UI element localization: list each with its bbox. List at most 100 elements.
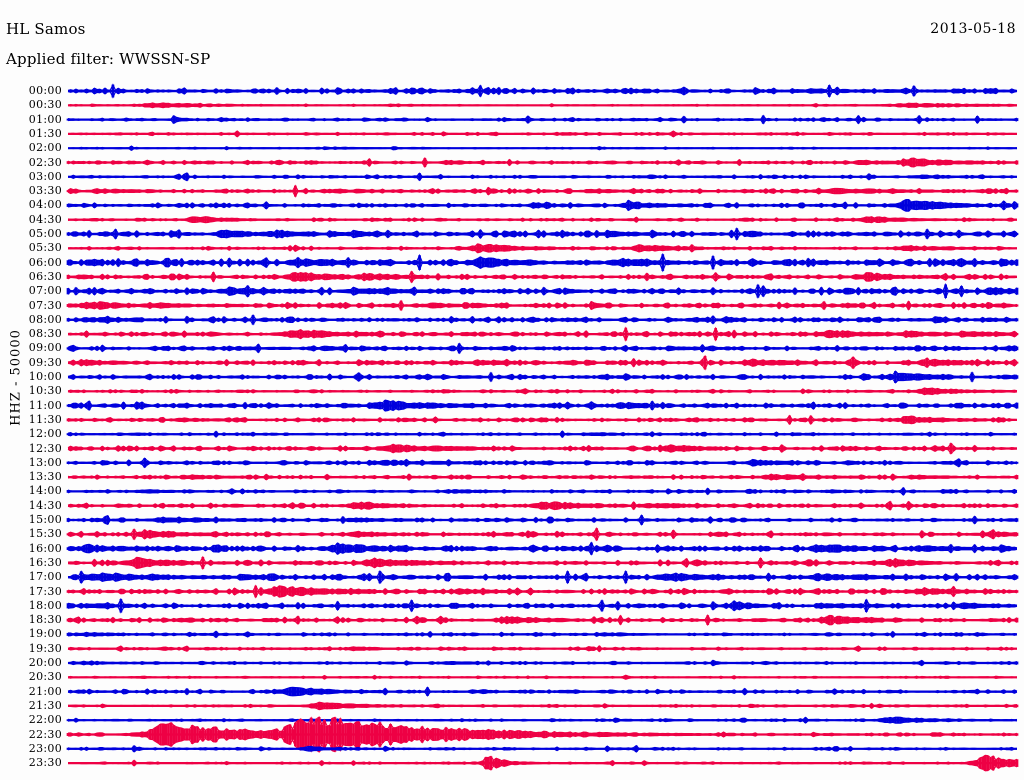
seismic-trace (66, 541, 1018, 556)
time-tick-label: 14:00 (28, 484, 62, 498)
seismic-trace (66, 342, 1019, 355)
time-tick-label: 09:30 (28, 355, 62, 369)
seismic-trace (67, 473, 1019, 482)
time-tick-label: 11:00 (28, 398, 62, 412)
time-tick-label: 07:30 (28, 298, 62, 312)
seismic-trace (67, 674, 1018, 680)
seismic-trace (66, 597, 1018, 614)
time-tick-label: 12:00 (28, 427, 62, 441)
time-tick-label: 17:00 (28, 570, 62, 584)
seismic-trace (66, 527, 1019, 542)
time-tick-label: 22:30 (28, 727, 62, 741)
time-tick-label: 16:00 (28, 541, 62, 555)
time-tick-label: 06:00 (28, 255, 62, 269)
time-tick-label: 03:00 (28, 169, 62, 183)
time-tick-label: 18:30 (28, 613, 62, 627)
seismic-trace (67, 570, 1019, 585)
seismic-trace (66, 227, 1019, 241)
time-tick-label: 08:00 (28, 312, 62, 326)
seismic-trace (67, 83, 1018, 99)
seismic-trace (66, 399, 1019, 412)
time-tick-label: 22:00 (28, 713, 62, 727)
time-tick-label: 01:00 (28, 112, 62, 126)
time-tick-label: 12:30 (28, 441, 62, 455)
time-tick-label: 07:00 (28, 284, 62, 298)
seismic-trace (67, 243, 1018, 254)
seismic-trace (67, 216, 1018, 224)
time-tick-label: 19:30 (28, 641, 62, 655)
seismic-trace (66, 584, 1019, 599)
time-tick-label: 00:00 (28, 84, 62, 97)
time-tick-label: 23:00 (28, 741, 62, 755)
applied-filter-label: Applied filter: WWSSN-SP (6, 50, 211, 68)
time-tick-label: 10:00 (28, 370, 62, 383)
seismic-trace (67, 387, 1018, 396)
seismic-trace (67, 370, 1019, 384)
time-tick-label: 13:00 (28, 455, 62, 469)
seismic-trace (66, 716, 1019, 753)
seismic-trace (67, 500, 1019, 511)
record-date: 2013-05-18 (930, 21, 1016, 37)
seismic-trace (67, 354, 1019, 371)
seismic-trace (66, 614, 1019, 627)
time-tick-label: 20:00 (28, 656, 62, 669)
seismic-trace (66, 156, 1019, 169)
time-tick-label: 09:00 (28, 341, 62, 355)
seismic-trace (67, 130, 1018, 138)
seismic-trace (66, 270, 1018, 284)
time-tick-label: 08:30 (28, 327, 62, 341)
seismic-trace (66, 486, 1018, 496)
seismic-trace (66, 457, 1019, 469)
time-tick-label: 01:30 (28, 126, 62, 140)
seismic-trace (66, 114, 1019, 125)
time-tick-label: 15:00 (28, 513, 62, 526)
seismic-trace (66, 514, 1019, 526)
time-tick-label: 04:30 (28, 212, 62, 226)
time-axis-tick-column: 00:00 00:30 01:00 01:30 02:00 02:30 03:00 03:30… (0, 0, 62, 780)
seismic-trace (66, 630, 1018, 639)
seismic-trace (66, 414, 1018, 426)
time-tick-label: 23:30 (28, 756, 62, 770)
seismic-trace (66, 184, 1019, 198)
seismic-trace (66, 198, 1019, 212)
seismic-trace (66, 314, 1019, 326)
time-tick-label: 18:00 (28, 598, 62, 612)
seismic-trace (67, 442, 1018, 455)
time-tick-label: 17:30 (28, 584, 62, 598)
time-tick-label: 02:30 (28, 155, 62, 169)
seismic-trace (67, 145, 1018, 152)
seismic-trace (67, 686, 1018, 697)
time-tick-label: 15:30 (28, 527, 62, 541)
seismic-trace (67, 326, 1019, 342)
seismic-trace (67, 172, 1018, 182)
time-tick-label: 19:00 (28, 627, 62, 641)
station-title: HL Samos (6, 20, 86, 38)
seismic-trace (66, 299, 1019, 312)
seismic-trace (66, 283, 1019, 300)
time-tick-label: 13:30 (28, 470, 62, 484)
time-tick-label: 21:00 (28, 684, 62, 698)
time-tick-label: 21:30 (28, 698, 62, 712)
seismic-trace (67, 701, 1019, 711)
seismic-trace (66, 716, 1018, 724)
seismic-trace (67, 102, 1018, 109)
time-tick-label: 16:30 (28, 555, 62, 569)
seismic-trace (67, 555, 1019, 570)
time-tick-label: 04:00 (28, 198, 62, 212)
seismic-trace (66, 430, 1018, 439)
seismic-trace (66, 744, 1018, 753)
time-tick-label: 00:30 (28, 98, 62, 112)
time-tick-label: 10:30 (28, 384, 62, 398)
seismic-trace (67, 645, 1018, 653)
time-tick-label: 02:00 (28, 141, 62, 155)
time-tick-label: 14:30 (28, 498, 62, 512)
time-tick-label: 11:30 (28, 412, 62, 426)
time-tick-label: 05:00 (28, 227, 62, 240)
time-tick-label: 05:30 (28, 241, 62, 255)
time-tick-label: 20:30 (28, 670, 62, 684)
time-tick-label: 06:30 (28, 269, 62, 283)
seismic-trace (67, 659, 1019, 667)
seismic-trace (67, 754, 1019, 772)
